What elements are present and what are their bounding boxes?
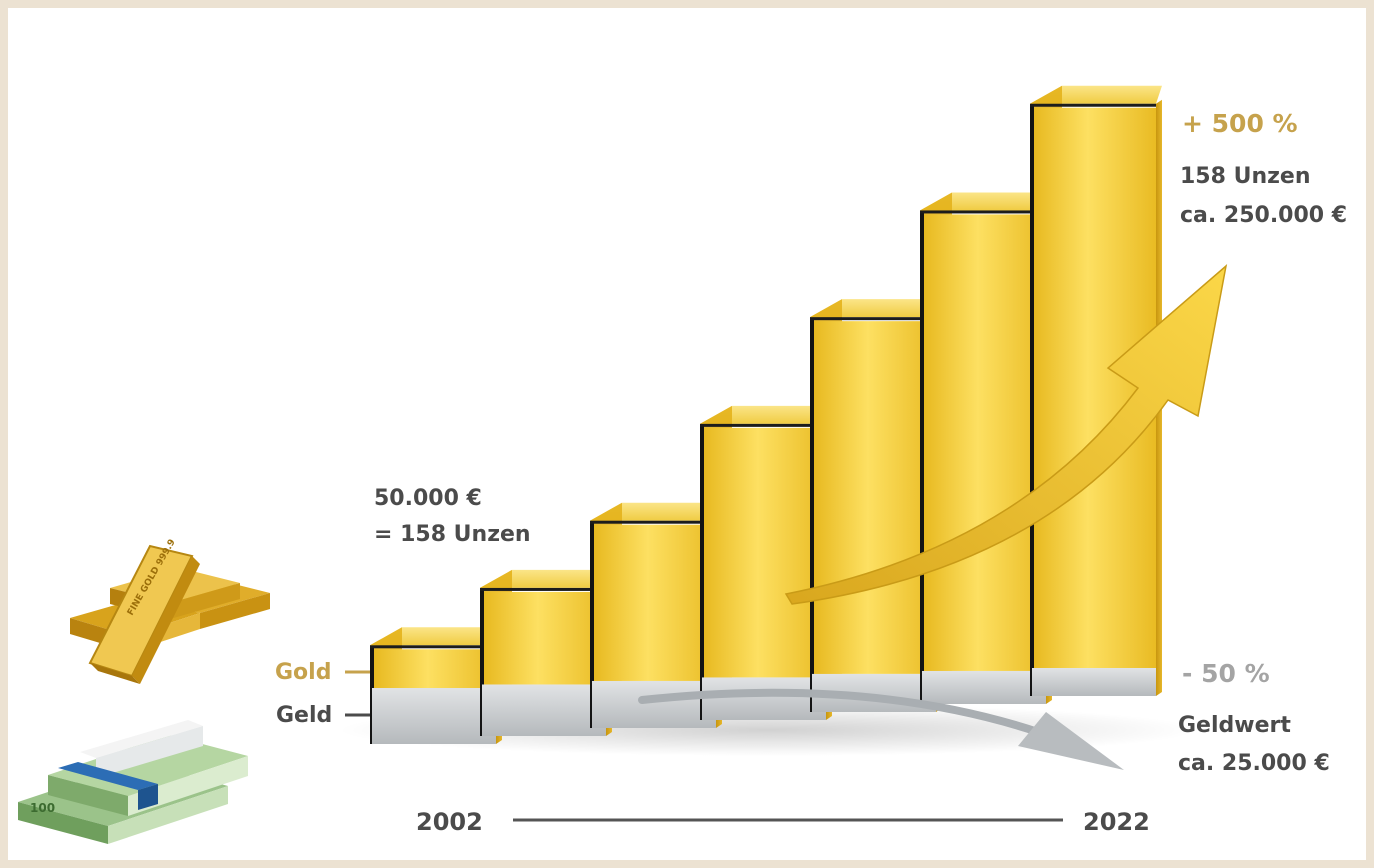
year-start: 2002 <box>416 808 483 836</box>
money-segment <box>592 680 716 728</box>
bar <box>1030 85 1162 696</box>
money-change-label: - 50 % <box>1182 659 1270 688</box>
bar-top <box>1030 85 1162 104</box>
bar-top-edge <box>1030 103 1156 107</box>
bar-top-edge <box>700 423 826 427</box>
bar-top <box>370 627 502 646</box>
chart-canvas: FINE GOLD 999.9 100 2002 2022 50.000 <box>8 8 1366 860</box>
trend-down-arrow-icon <box>638 688 1124 770</box>
bar-top-edge <box>480 587 606 591</box>
bar-edge <box>1030 105 1034 696</box>
legend-gold-label: Gold <box>275 660 332 685</box>
gold-change-label: + 500 % <box>1182 109 1298 138</box>
bar-top <box>810 299 942 318</box>
money-segment <box>922 670 1046 704</box>
gold-segment <box>1032 107 1156 668</box>
bar-edge <box>700 425 704 720</box>
money-title-label: Geldwert <box>1178 713 1291 738</box>
bar-top <box>920 192 1052 211</box>
gold-ounces-label: 158 Unzen <box>1180 164 1311 189</box>
bar-top <box>480 569 612 588</box>
gold-vs-money-chart: FINE GOLD 999.9 100 2002 2022 <box>18 85 1228 844</box>
bar-top-edge <box>370 645 496 649</box>
bar <box>370 627 502 744</box>
bar-top-edge <box>920 210 1046 214</box>
bar-edge <box>810 319 814 712</box>
bar-edge <box>480 589 484 736</box>
gold-segment <box>922 214 1046 671</box>
bar-edge <box>920 212 924 705</box>
gold-value-label: ca. 250.000 € <box>1180 203 1348 228</box>
money-segment <box>372 688 496 744</box>
gold-segment <box>702 427 826 678</box>
start-ounces-label: = 158 Unzen <box>374 522 531 547</box>
money-segment <box>482 684 606 736</box>
svg-text:100: 100 <box>30 801 55 815</box>
trend-up-arrow-icon <box>784 264 1228 605</box>
legend-money-label: Geld <box>276 703 333 728</box>
gold-bars-icon: FINE GOLD 999.9 <box>70 538 270 684</box>
gold-segment <box>812 321 936 674</box>
bars-group <box>370 85 1162 744</box>
money-value-label: ca. 25.000 € <box>1178 751 1330 776</box>
bar <box>590 502 722 728</box>
year-end: 2022 <box>1083 808 1150 836</box>
money-segment <box>1032 668 1156 696</box>
bar-edge <box>590 522 594 728</box>
bar-top <box>700 405 832 424</box>
gold-segment <box>482 591 606 685</box>
start-value-label: 50.000 € <box>374 486 482 511</box>
bar-top <box>590 502 722 521</box>
bar-top-edge <box>590 520 716 524</box>
gold-segment <box>372 649 496 688</box>
money-segment <box>702 677 826 720</box>
money-stack-icon: 100 <box>18 720 248 844</box>
bar <box>810 299 942 712</box>
gold-segment <box>592 524 716 681</box>
bar-top-edge <box>810 317 936 321</box>
